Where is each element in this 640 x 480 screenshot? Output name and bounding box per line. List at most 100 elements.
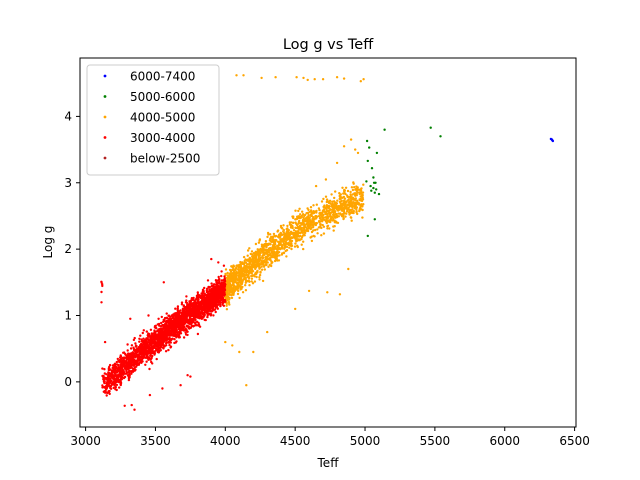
data-point <box>115 378 118 381</box>
data-point <box>335 213 338 217</box>
data-point <box>245 384 248 387</box>
data-point <box>119 355 123 358</box>
data-point <box>210 306 213 309</box>
data-point <box>258 276 261 279</box>
data-point <box>197 296 200 299</box>
data-point <box>370 189 373 192</box>
data-point <box>238 296 241 300</box>
data-point <box>339 212 342 215</box>
data-point <box>288 221 291 224</box>
data-point <box>253 280 257 283</box>
data-point <box>181 317 185 320</box>
x-tick-label: 4500 <box>280 434 311 448</box>
data-point <box>321 215 324 218</box>
data-point <box>201 292 204 295</box>
data-point <box>260 76 263 80</box>
data-point <box>285 255 288 258</box>
data-point <box>358 198 362 201</box>
data-point <box>131 359 135 363</box>
data-point <box>138 340 141 343</box>
data-point <box>366 159 369 163</box>
data-point <box>275 250 279 253</box>
data-point <box>132 346 135 349</box>
data-point <box>332 229 335 232</box>
data-point <box>222 279 225 282</box>
data-point <box>286 229 289 232</box>
data-point <box>314 228 317 232</box>
data-point <box>429 126 432 129</box>
data-point <box>174 307 177 310</box>
data-point <box>223 282 226 285</box>
data-point <box>205 296 208 299</box>
data-point <box>126 358 129 361</box>
data-point <box>165 341 169 344</box>
data-point <box>333 216 337 219</box>
data-point <box>182 312 186 315</box>
data-point <box>296 215 299 218</box>
data-point <box>288 223 292 226</box>
data-point <box>254 242 258 246</box>
data-point <box>306 218 310 222</box>
data-point <box>175 334 178 338</box>
data-point <box>356 212 359 216</box>
data-point <box>279 224 283 228</box>
data-point <box>310 230 314 234</box>
data-point <box>259 263 262 266</box>
data-point <box>241 291 245 294</box>
data-point <box>230 265 233 268</box>
data-point <box>161 387 164 390</box>
data-point <box>328 200 331 204</box>
data-point <box>290 242 293 245</box>
data-point <box>182 307 185 310</box>
data-point <box>153 329 156 332</box>
data-point <box>214 279 218 282</box>
data-point <box>372 186 375 190</box>
data-point <box>309 213 313 216</box>
data-point <box>335 76 339 79</box>
data-point <box>322 208 326 211</box>
data-point <box>136 361 139 364</box>
data-point <box>237 265 240 269</box>
data-point <box>308 222 311 226</box>
data-point <box>250 250 254 253</box>
data-point <box>222 264 226 267</box>
data-point <box>224 340 227 344</box>
data-point <box>141 358 144 361</box>
data-point <box>358 188 362 192</box>
data-point <box>246 254 249 257</box>
data-point <box>318 212 321 215</box>
data-point <box>258 239 261 242</box>
data-point <box>214 310 217 314</box>
data-point <box>306 225 310 228</box>
data-point <box>167 318 170 322</box>
data-point <box>262 249 266 252</box>
data-point <box>157 343 160 346</box>
data-point <box>155 347 158 351</box>
data-point <box>150 332 154 335</box>
data-point <box>325 200 328 204</box>
data-point <box>264 248 267 251</box>
data-point <box>129 317 132 320</box>
data-point <box>173 323 176 326</box>
data-point <box>195 294 199 298</box>
data-point <box>345 210 349 213</box>
data-point <box>352 209 355 213</box>
data-point <box>326 205 329 208</box>
data-point <box>172 326 175 329</box>
data-point <box>331 219 335 222</box>
x-tick-label: 4000 <box>210 434 241 448</box>
data-point <box>182 321 185 325</box>
data-point <box>191 318 194 321</box>
data-point <box>349 190 352 194</box>
data-point <box>292 234 295 237</box>
data-point <box>166 329 169 332</box>
data-point <box>159 332 162 335</box>
data-point <box>259 271 262 274</box>
data-point <box>259 251 262 255</box>
data-point <box>241 269 245 272</box>
data-point <box>242 74 245 77</box>
data-point <box>260 248 263 251</box>
data-point <box>169 341 172 344</box>
data-point <box>193 299 196 303</box>
